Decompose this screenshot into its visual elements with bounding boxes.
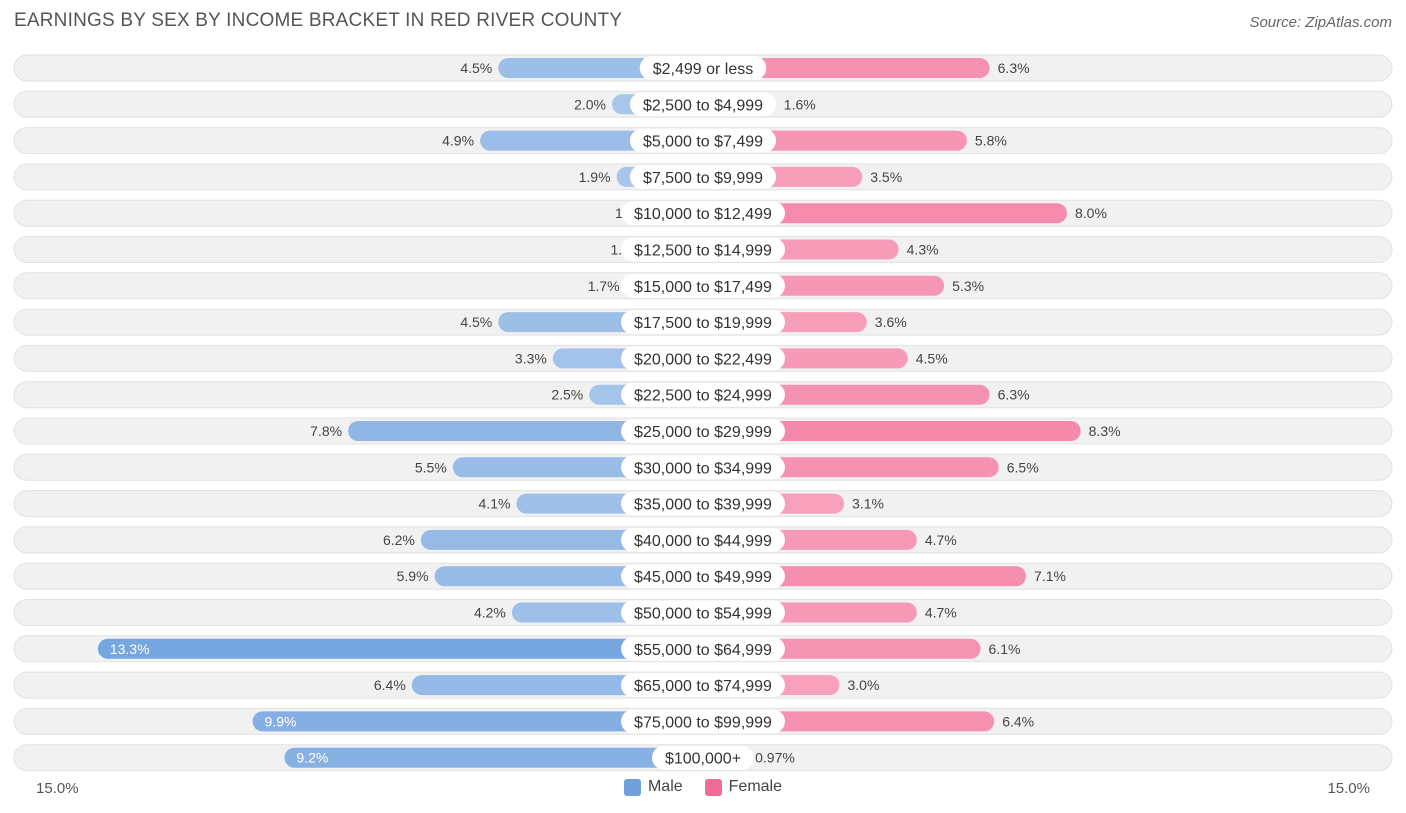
category-label: $40,000 to $44,999 — [634, 533, 772, 550]
male-value-label: 13.3% — [110, 641, 150, 657]
female-value-label: 5.8% — [975, 133, 1007, 149]
female-value-label: 6.1% — [989, 641, 1021, 657]
category-label: $75,000 to $99,999 — [634, 714, 772, 731]
category-label: $45,000 to $49,999 — [634, 569, 772, 586]
male-value-label: 4.5% — [460, 60, 492, 76]
male-value-label: 5.5% — [415, 459, 447, 475]
category-pill — [621, 600, 785, 625]
female-value-label: 8.0% — [1075, 205, 1107, 221]
category-pill — [629, 92, 777, 117]
male-value-label: 6.2% — [383, 532, 415, 548]
female-value-label: 8.3% — [1089, 423, 1121, 439]
category-label: $30,000 to $34,999 — [634, 460, 772, 477]
category-label: $20,000 to $22,499 — [634, 351, 772, 368]
category-pill — [621, 273, 785, 298]
category-label: $35,000 to $39,999 — [634, 497, 772, 514]
male-value-label: 3.3% — [515, 350, 547, 366]
male-value-label: 4.2% — [474, 605, 506, 621]
female-value-label: 1.6% — [784, 96, 816, 112]
category-label: $15,000 to $17,499 — [634, 279, 772, 296]
female-swatch-icon — [704, 778, 722, 796]
category-pill — [621, 455, 785, 480]
female-value-label: 6.3% — [998, 387, 1030, 403]
category-label: $2,499 or less — [653, 61, 754, 78]
male-value-label: 5.9% — [397, 568, 429, 584]
female-value-label: 4.7% — [925, 605, 957, 621]
category-label: $10,000 to $12,499 — [634, 206, 772, 223]
category-label: $55,000 to $64,999 — [634, 642, 772, 659]
female-value-label: 4.7% — [925, 532, 957, 548]
female-bar — [703, 58, 990, 78]
female-value-label: 6.4% — [1002, 713, 1034, 729]
female-value-label: 3.0% — [848, 677, 880, 693]
category-pill — [629, 164, 777, 189]
category-pill — [639, 56, 767, 80]
male-value-label: 2.0% — [574, 96, 606, 112]
male-bar — [284, 747, 703, 768]
category-label: $5,000 to $7,499 — [643, 134, 763, 151]
male-value-label: 4.1% — [479, 496, 511, 512]
category-pill — [621, 527, 785, 552]
category-label: $17,500 to $19,999 — [634, 315, 772, 332]
category-label: $7,500 to $9,999 — [643, 170, 763, 187]
category-label: $65,000 to $74,999 — [634, 678, 772, 695]
male-bar — [97, 638, 704, 659]
category-pill — [629, 128, 777, 153]
legend-item-female[interactable]: Female — [704, 778, 783, 796]
female-value-label: 3.6% — [875, 314, 907, 330]
female-value-label: 3.1% — [852, 496, 884, 512]
female-bar — [703, 203, 1067, 224]
category-pill — [621, 709, 785, 734]
male-value-label: 7.8% — [310, 423, 342, 439]
male-value-label: 1.7% — [588, 278, 620, 294]
female-value-label: 3.5% — [870, 169, 902, 185]
male-value-label: 9.9% — [265, 713, 297, 729]
female-bar — [703, 421, 1081, 441]
chart-title: EARNINGS BY SEX BY INCOME BRACKET IN RED… — [14, 10, 623, 31]
category-pill — [621, 237, 785, 262]
legend-female-label: Female — [728, 778, 783, 795]
female-value-label: 4.3% — [907, 242, 939, 258]
female-value-label: 4.5% — [916, 350, 948, 366]
male-bar — [252, 711, 704, 732]
category-pill — [621, 310, 785, 335]
male-swatch-icon — [623, 778, 641, 796]
female-value-label: 6.5% — [1007, 459, 1039, 475]
legend-male-label: Male — [647, 778, 683, 795]
chart-canvas: 4.5% 6.3% $2,499 or less 2.0% 1.6% $2,500 to … — [13, 54, 1393, 772]
male-value-label: 4.9% — [442, 133, 474, 149]
male-value-label: 4.5% — [460, 314, 492, 330]
female-value-label: 0.97% — [755, 750, 795, 766]
male-bar — [348, 421, 703, 441]
category-label: $50,000 to $54,999 — [634, 606, 772, 623]
category-pill — [621, 346, 785, 371]
category-label: $12,500 to $14,999 — [634, 243, 772, 260]
category-label: $25,000 to $29,999 — [634, 424, 772, 441]
category-pill — [621, 636, 785, 661]
category-pill — [621, 491, 785, 516]
category-pill — [621, 564, 785, 589]
category-label: $22,500 to $24,999 — [634, 388, 772, 405]
category-pill — [621, 382, 785, 407]
male-value-label: 1.9% — [579, 169, 611, 185]
category-pill — [651, 745, 755, 770]
female-value-label: 7.1% — [1034, 568, 1066, 584]
female-value-label: 5.3% — [952, 278, 984, 294]
axis-right-label: 15.0% — [1327, 780, 1370, 797]
category-pill — [621, 673, 785, 698]
female-value-label: 6.3% — [998, 60, 1030, 76]
category-pill — [621, 419, 785, 443]
legend-item-male[interactable]: Male — [623, 778, 683, 796]
axis-left-label: 15.0% — [36, 780, 79, 797]
category-label: $100,000+ — [665, 751, 741, 768]
legend: Male Female — [0, 778, 1406, 796]
category-pill — [621, 201, 785, 226]
male-value-label: 9.2% — [296, 750, 328, 766]
male-value-label: 6.4% — [374, 677, 406, 693]
category-label: $2,500 to $4,999 — [643, 97, 763, 114]
male-value-label: 2.5% — [551, 387, 583, 403]
source-label: Source: ZipAtlas.com — [1249, 14, 1392, 31]
